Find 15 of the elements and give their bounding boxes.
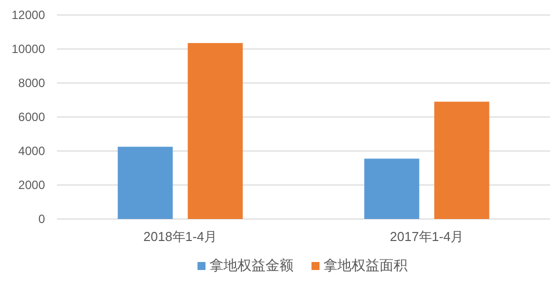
x-tick-label: 2017年1-4月: [390, 229, 464, 244]
bar: [364, 158, 420, 219]
bar: [118, 146, 173, 219]
y-tick-label: 0: [38, 212, 46, 226]
y-tick-label: 6000: [18, 110, 46, 124]
y-tick-label: 2000: [18, 178, 46, 192]
y-tick-label: 12000: [12, 8, 46, 22]
bar: [434, 102, 490, 219]
legend-label: 拿地权益金额: [210, 257, 294, 273]
y-tick-label: 4000: [18, 144, 46, 158]
y-tick-label: 10000: [12, 42, 46, 56]
y-tick-label: 8000: [18, 76, 46, 90]
x-tick-label: 2018年1-4月: [143, 229, 218, 244]
bar: [188, 43, 243, 219]
legend-label: 拿地权益面积: [324, 257, 408, 273]
